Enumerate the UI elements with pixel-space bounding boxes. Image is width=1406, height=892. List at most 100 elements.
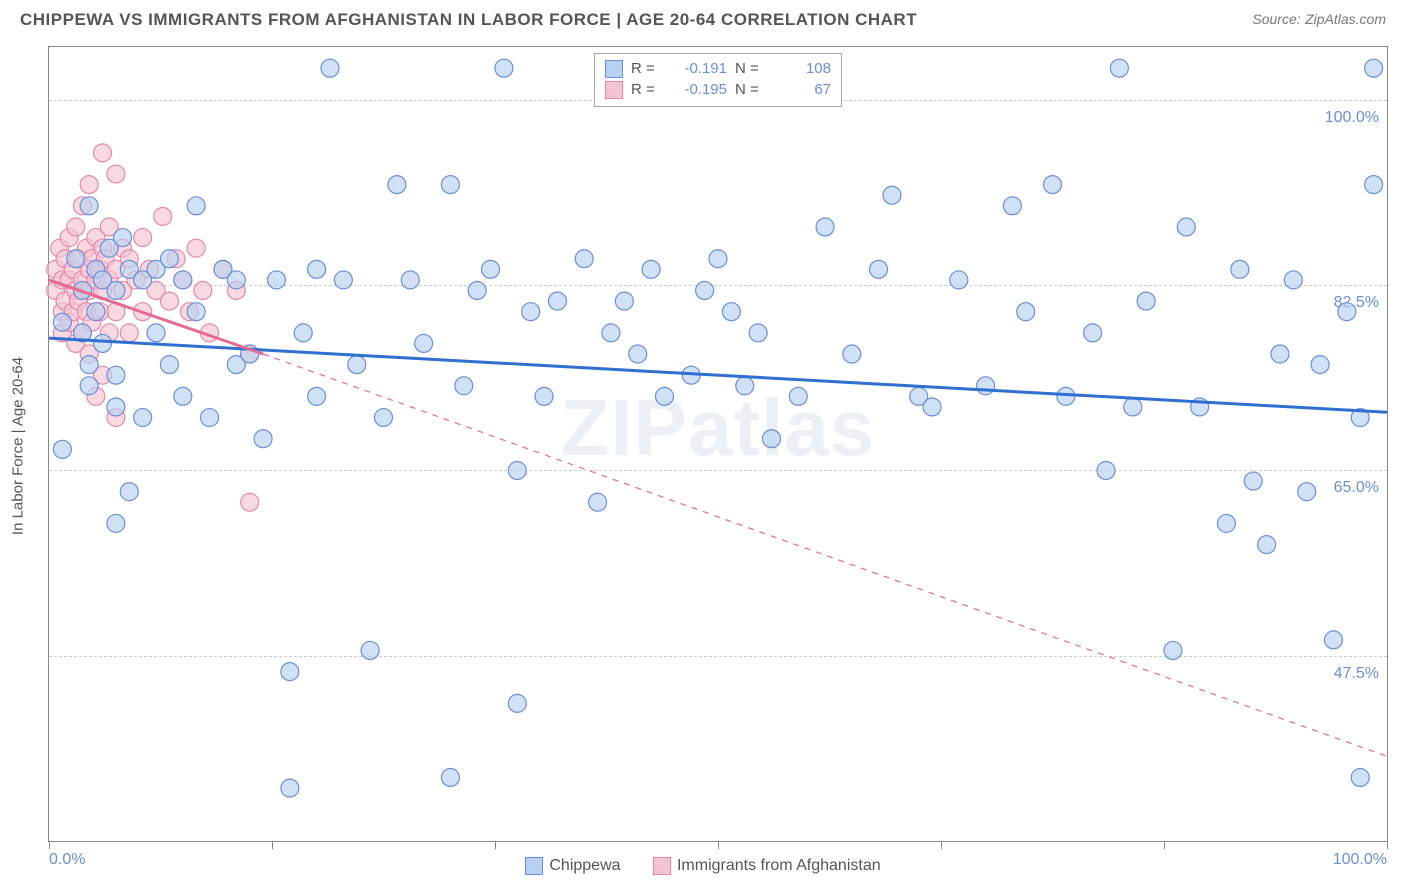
legend-row-series1: R =-0.191 N =108 bbox=[605, 58, 831, 79]
x-tick-mark bbox=[495, 841, 496, 849]
data-point bbox=[94, 144, 112, 162]
data-point bbox=[1298, 483, 1316, 501]
data-point bbox=[749, 324, 767, 342]
source-label: Source: bbox=[1252, 11, 1300, 27]
data-point bbox=[548, 292, 566, 310]
x-tick-mark bbox=[1387, 841, 1388, 849]
source-name: ZipAtlas.com bbox=[1305, 11, 1386, 27]
data-point bbox=[80, 356, 98, 374]
data-point bbox=[388, 176, 406, 194]
data-point bbox=[977, 377, 995, 395]
data-point bbox=[53, 440, 71, 458]
swatch-series2-icon bbox=[653, 857, 671, 875]
data-point bbox=[1044, 176, 1062, 194]
legend-label-series2: Immigrants from Afghanistan bbox=[677, 857, 881, 875]
swatch-series2 bbox=[605, 81, 623, 99]
legend-item-series1: Chippewa bbox=[525, 857, 620, 875]
chart-title: CHIPPEWA VS IMMIGRANTS FROM AFGHANISTAN … bbox=[20, 10, 917, 30]
data-point bbox=[187, 239, 205, 257]
data-point bbox=[709, 250, 727, 268]
data-point bbox=[482, 260, 500, 278]
data-point bbox=[120, 483, 138, 501]
data-point bbox=[1244, 472, 1262, 490]
data-point bbox=[53, 313, 71, 331]
x-tick-mark bbox=[718, 841, 719, 849]
data-point bbox=[1271, 345, 1289, 363]
data-point bbox=[1311, 356, 1329, 374]
data-point bbox=[114, 229, 132, 247]
trend-line-series2-dashed bbox=[263, 354, 1387, 756]
data-point bbox=[80, 377, 98, 395]
data-point bbox=[535, 387, 553, 405]
data-point bbox=[107, 282, 125, 300]
data-point bbox=[281, 779, 299, 797]
x-tick-mark bbox=[272, 841, 273, 849]
data-point bbox=[1137, 292, 1155, 310]
data-point bbox=[589, 493, 607, 511]
y-axis-label: In Labor Force | Age 20-64 bbox=[10, 357, 27, 535]
data-point bbox=[615, 292, 633, 310]
correlation-legend: R =-0.191 N =108 R =-0.195 N =67 bbox=[594, 53, 842, 107]
swatch-series1-icon bbox=[525, 857, 543, 875]
data-point bbox=[1217, 514, 1235, 532]
data-point bbox=[67, 250, 85, 268]
data-point bbox=[201, 409, 219, 427]
data-point bbox=[160, 250, 178, 268]
data-point bbox=[1284, 271, 1302, 289]
data-point bbox=[294, 324, 312, 342]
data-point bbox=[107, 398, 125, 416]
data-point bbox=[281, 663, 299, 681]
data-point bbox=[120, 324, 138, 342]
data-point bbox=[94, 334, 112, 352]
legend-row-series2: R =-0.195 N =67 bbox=[605, 79, 831, 100]
data-point bbox=[87, 303, 105, 321]
data-point bbox=[361, 641, 379, 659]
legend-label-series1: Chippewa bbox=[549, 857, 620, 875]
data-point bbox=[134, 229, 152, 247]
data-point bbox=[655, 387, 673, 405]
data-point bbox=[147, 324, 165, 342]
data-point bbox=[267, 271, 285, 289]
data-point bbox=[80, 176, 98, 194]
data-point bbox=[1338, 303, 1356, 321]
data-point bbox=[1110, 59, 1128, 77]
data-point bbox=[401, 271, 419, 289]
data-point bbox=[187, 197, 205, 215]
data-point bbox=[602, 324, 620, 342]
data-point bbox=[1164, 641, 1182, 659]
data-point bbox=[154, 207, 172, 225]
data-point bbox=[308, 387, 326, 405]
data-point bbox=[1177, 218, 1195, 236]
data-point bbox=[107, 366, 125, 384]
data-point bbox=[1351, 769, 1369, 787]
legend-item-series2: Immigrants from Afghanistan bbox=[653, 857, 881, 875]
data-point bbox=[508, 461, 526, 479]
scatter-plot-svg bbox=[49, 47, 1387, 841]
data-point bbox=[1258, 536, 1276, 554]
x-tick-mark bbox=[941, 841, 942, 849]
data-point bbox=[789, 387, 807, 405]
data-point bbox=[321, 59, 339, 77]
data-point bbox=[522, 303, 540, 321]
data-point bbox=[816, 218, 834, 236]
data-point bbox=[629, 345, 647, 363]
data-point bbox=[923, 398, 941, 416]
data-point bbox=[1365, 59, 1383, 77]
data-point bbox=[67, 218, 85, 236]
data-point bbox=[1017, 303, 1035, 321]
data-point bbox=[1003, 197, 1021, 215]
data-point bbox=[441, 176, 459, 194]
data-point bbox=[495, 59, 513, 77]
data-point bbox=[575, 250, 593, 268]
data-point bbox=[107, 165, 125, 183]
data-point bbox=[187, 303, 205, 321]
data-point bbox=[194, 282, 212, 300]
data-point bbox=[468, 282, 486, 300]
data-point bbox=[254, 430, 272, 448]
data-point bbox=[763, 430, 781, 448]
series-legend: Chippewa Immigrants from Afghanistan bbox=[0, 857, 1406, 880]
data-point bbox=[1097, 461, 1115, 479]
data-point bbox=[722, 303, 740, 321]
data-point bbox=[1324, 631, 1342, 649]
data-point bbox=[308, 260, 326, 278]
